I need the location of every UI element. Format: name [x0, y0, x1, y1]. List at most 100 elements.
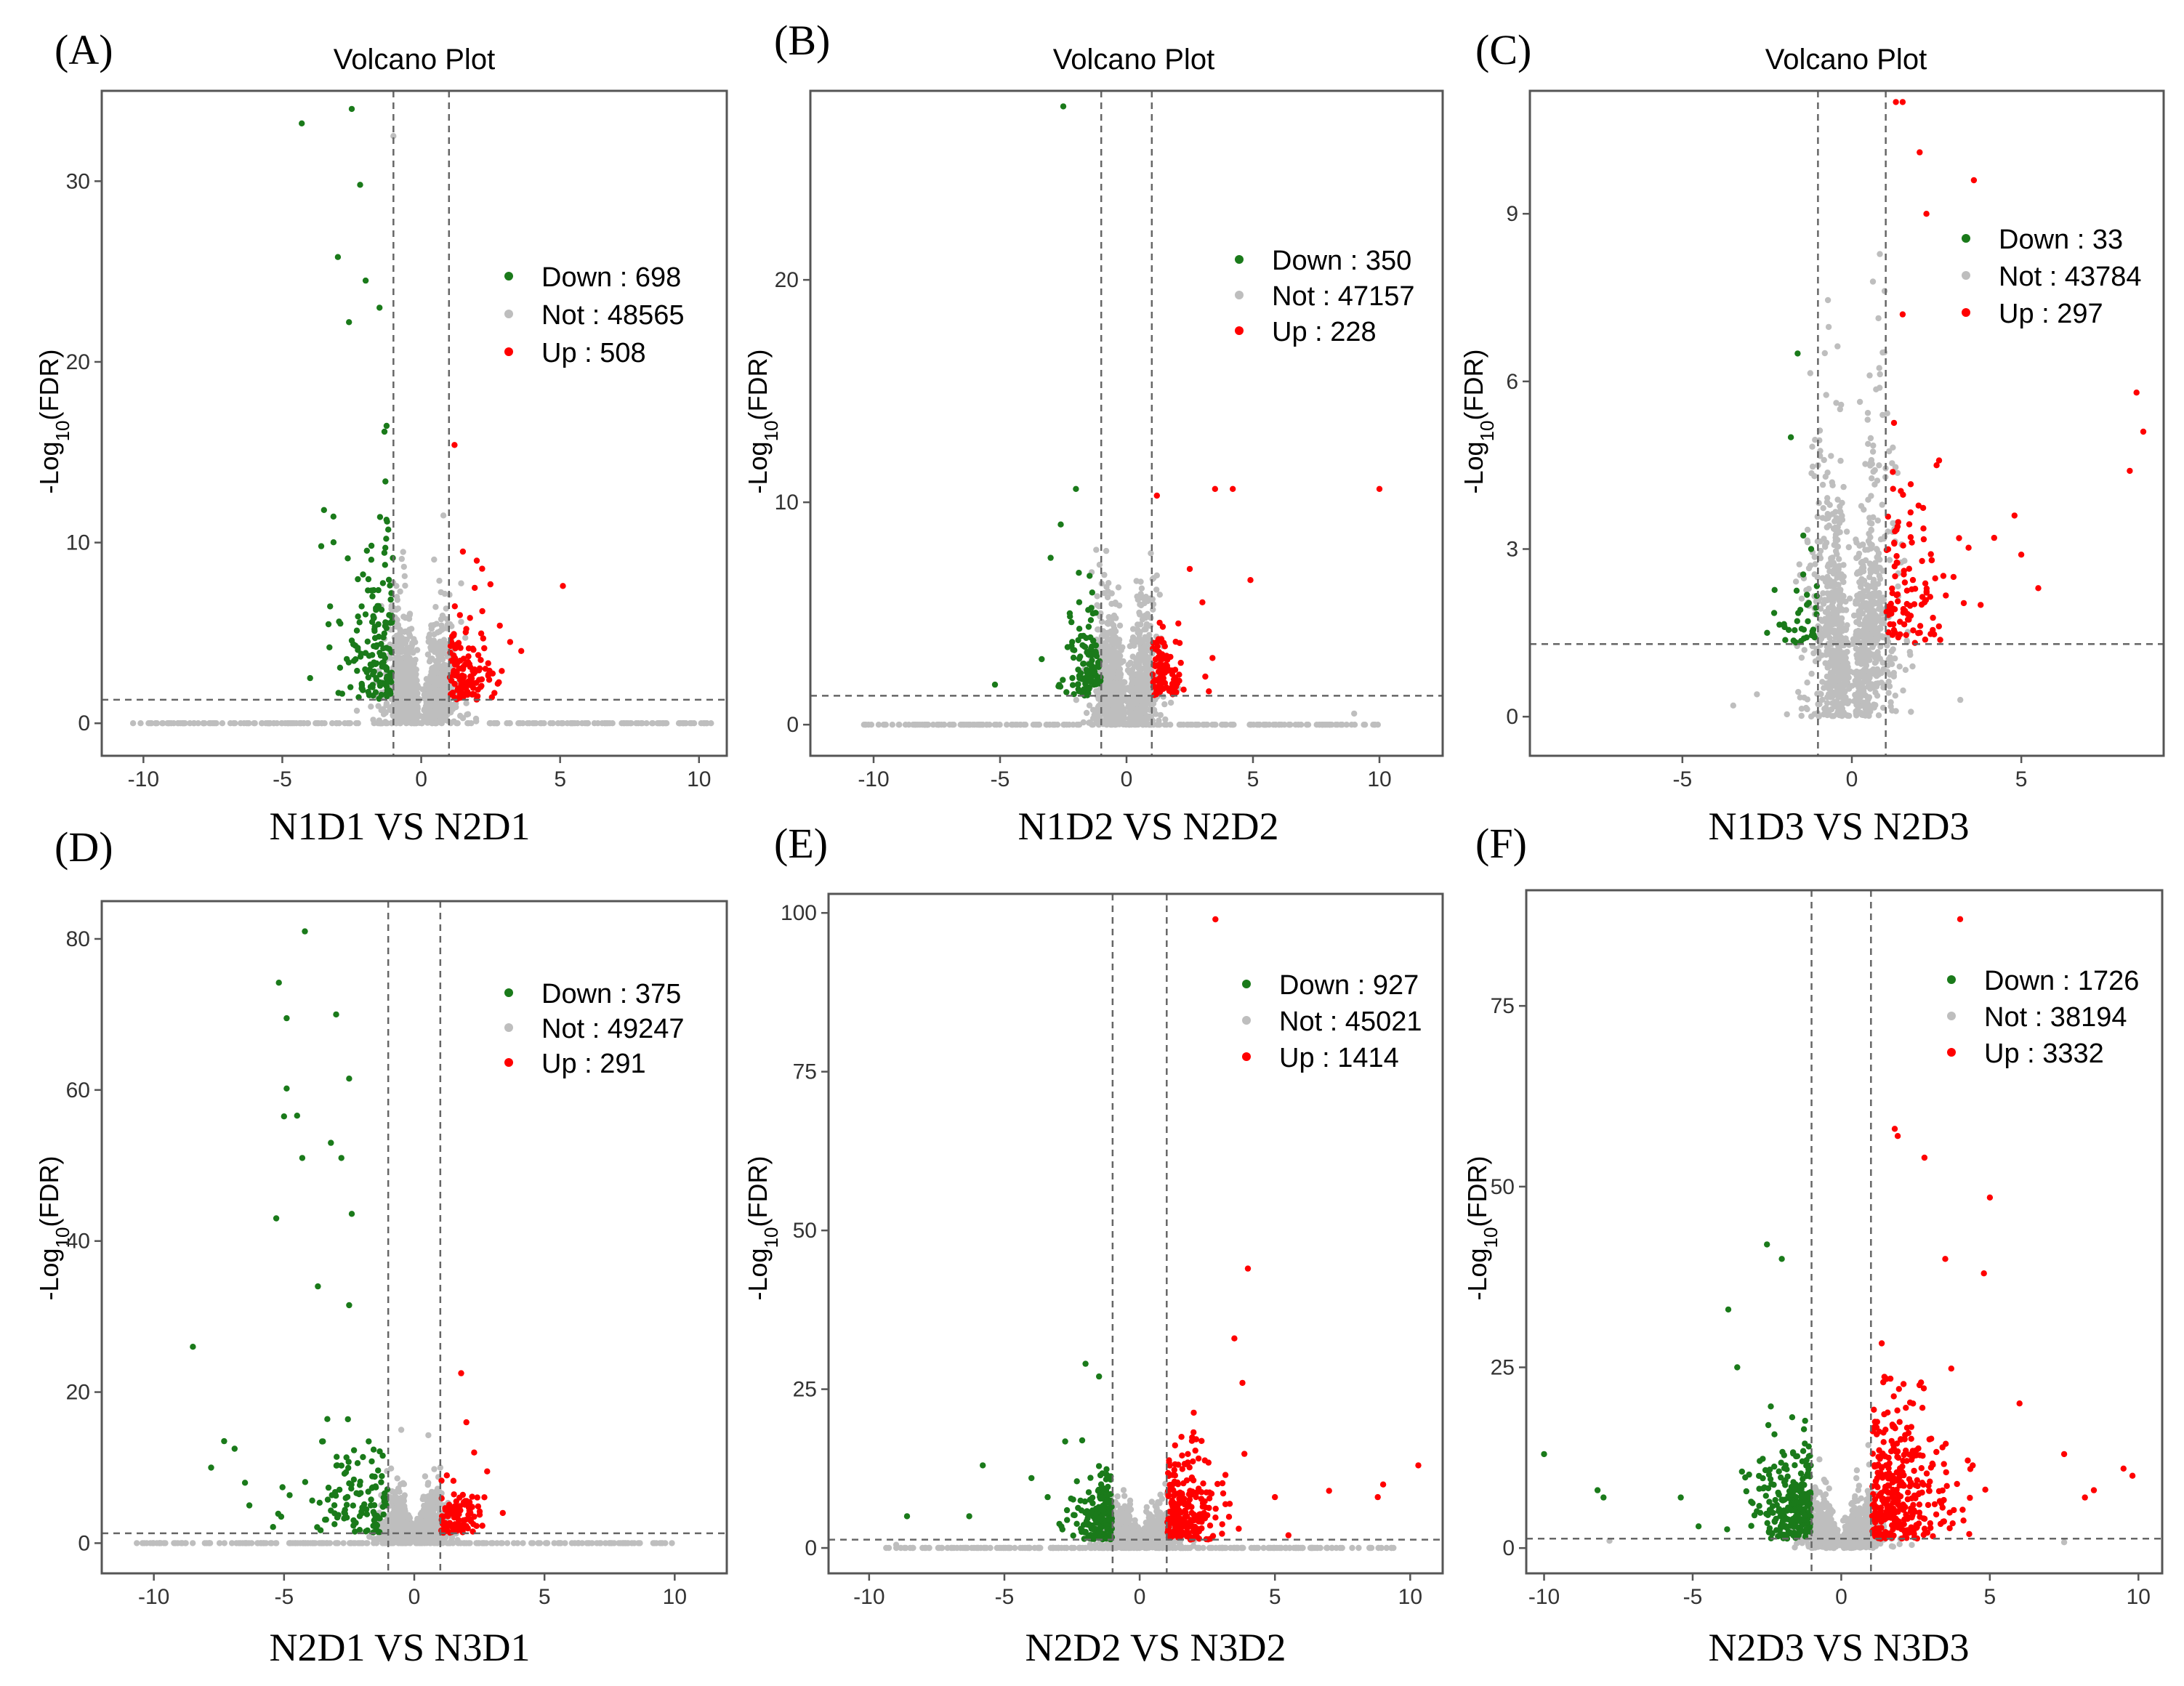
point-not	[424, 651, 432, 658]
point-not	[1116, 622, 1124, 629]
point-not	[609, 720, 616, 727]
x-tick-label: 10	[687, 767, 711, 791]
point-not	[1866, 515, 1873, 521]
point-not	[1127, 643, 1134, 650]
point-up	[2018, 552, 2025, 558]
point-down	[321, 507, 327, 513]
point-down	[1066, 610, 1073, 617]
chart-title: Volcano Plot	[1765, 44, 1927, 76]
point-up	[1376, 485, 1383, 492]
point-not	[1295, 722, 1302, 728]
point-up	[1883, 608, 1890, 616]
point-down	[379, 580, 387, 586]
x-tick-label: 0	[1121, 767, 1133, 791]
point-down	[382, 544, 389, 551]
chart-title: Volcano Plot	[334, 44, 495, 76]
point-not	[433, 687, 440, 693]
point-up	[1176, 671, 1182, 678]
point-not	[435, 658, 442, 664]
point-not	[1826, 568, 1833, 575]
point-not	[1831, 595, 1837, 602]
point-up	[482, 666, 489, 672]
point-down	[381, 428, 388, 435]
point-not	[401, 573, 408, 579]
x-tick-label: -10	[128, 767, 159, 791]
point-not	[1908, 709, 1914, 715]
point-not	[397, 682, 403, 689]
point-not	[1133, 578, 1140, 584]
point-not	[1853, 693, 1860, 700]
chart-title: Volcano Plot	[1053, 44, 1214, 76]
point-not	[1867, 462, 1874, 469]
x-tick-label: -5	[991, 767, 1010, 791]
point-up	[1199, 599, 1206, 605]
point-not	[1889, 707, 1895, 714]
point-not	[1140, 679, 1148, 686]
point-not	[1829, 647, 1835, 653]
point-not	[145, 720, 152, 727]
point-not	[1108, 590, 1115, 597]
point-not	[1869, 602, 1876, 608]
point-not	[432, 604, 439, 610]
point-not	[633, 720, 640, 727]
point-down	[343, 656, 350, 663]
point-not	[1832, 509, 1839, 515]
point-not	[436, 677, 443, 684]
point-not	[1137, 602, 1145, 609]
point-down	[1089, 610, 1097, 617]
point-not	[1115, 711, 1122, 717]
point-not	[1876, 365, 1882, 371]
point-down	[382, 478, 389, 485]
point-up	[494, 680, 501, 687]
point-not	[419, 720, 425, 727]
point-down	[363, 547, 370, 554]
point-not	[1824, 590, 1831, 597]
legend-not-label: Not : 48565	[541, 300, 684, 331]
point-down	[1771, 586, 1778, 593]
point-up	[1202, 673, 1209, 680]
point-not	[1875, 712, 1882, 719]
legend-up-marker	[504, 347, 513, 356]
point-not	[378, 707, 384, 714]
point-not	[1839, 672, 1845, 679]
point-not	[397, 588, 403, 595]
point-not	[1083, 709, 1090, 717]
point-not	[438, 720, 445, 727]
point-down	[337, 664, 344, 671]
point-not	[1807, 370, 1813, 376]
point-not	[911, 722, 918, 728]
point-not	[515, 720, 522, 727]
point-down	[334, 254, 342, 260]
point-down	[1800, 532, 1807, 539]
point-not	[258, 720, 265, 727]
point-not	[428, 647, 435, 653]
point-not	[1819, 481, 1826, 488]
point-down	[1079, 642, 1086, 648]
y-axis-label-main: -Log	[1459, 441, 1488, 493]
point-not	[429, 656, 435, 662]
point-not	[1809, 443, 1816, 450]
point-not	[353, 707, 360, 714]
point-not	[1862, 712, 1869, 719]
point-not	[919, 722, 926, 728]
point-down	[1086, 685, 1092, 693]
point-not	[1117, 717, 1124, 724]
point-not	[1122, 685, 1129, 692]
point-down	[1077, 670, 1084, 677]
point-down	[1084, 669, 1090, 676]
point-not	[1888, 661, 1895, 667]
y-tick-label: 10	[775, 491, 799, 515]
point-not	[1861, 685, 1867, 692]
point-down	[1063, 689, 1070, 695]
point-up	[560, 583, 566, 589]
point-not	[1108, 600, 1115, 608]
legend-up-marker	[1235, 326, 1244, 335]
panel-label: (C)	[1475, 26, 1531, 73]
point-not	[1795, 689, 1802, 695]
point-up	[1890, 621, 1897, 628]
point-down	[1087, 679, 1095, 685]
point-not	[591, 720, 598, 727]
point-not	[570, 720, 576, 727]
x-tick-label: -5	[1672, 767, 1692, 791]
point-up	[470, 670, 477, 677]
